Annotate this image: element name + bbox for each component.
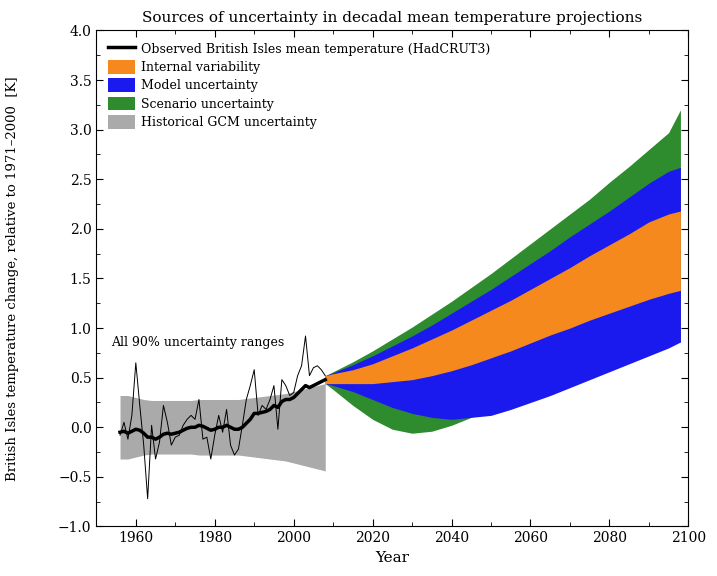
- Title: Sources of uncertainty in decadal mean temperature projections: Sources of uncertainty in decadal mean t…: [142, 11, 642, 25]
- Y-axis label: British Isles temperature change, relative to 1971–2000  [K]: British Isles temperature change, relati…: [6, 76, 19, 481]
- X-axis label: Year: Year: [375, 551, 409, 565]
- Legend: Observed British Isles mean temperature (HadCRUT3), Internal variability, Model : Observed British Isles mean temperature …: [103, 37, 495, 134]
- Text: All 90% uncertainty ranges: All 90% uncertainty ranges: [111, 335, 285, 348]
